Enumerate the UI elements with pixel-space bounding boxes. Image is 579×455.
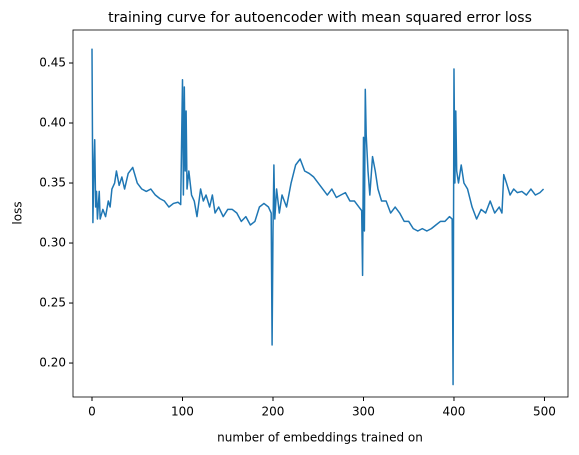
x-tick-label: 400 — [443, 405, 466, 419]
x-tick-label: 100 — [171, 405, 194, 419]
x-axis-label: number of embeddings trained on — [217, 431, 423, 445]
y-tick-label: 0.35 — [39, 176, 66, 190]
y-tick-label: 0.25 — [39, 296, 66, 310]
x-tick-label: 0 — [88, 405, 96, 419]
loss-line — [91, 48, 545, 386]
y-tick-label: 0.45 — [39, 56, 66, 70]
y-tick-label: 0.20 — [39, 356, 66, 370]
chart-title: training curve for autoencoder with mean… — [108, 10, 532, 26]
x-tick-label: 200 — [262, 405, 285, 419]
x-tick-label: 300 — [352, 405, 375, 419]
y-tick-label: 0.40 — [39, 116, 66, 130]
axes-frame — [72, 29, 569, 398]
x-tick-label: 500 — [533, 405, 556, 419]
y-tick-label: 0.30 — [39, 236, 66, 250]
y-axis-label: loss — [11, 201, 25, 224]
